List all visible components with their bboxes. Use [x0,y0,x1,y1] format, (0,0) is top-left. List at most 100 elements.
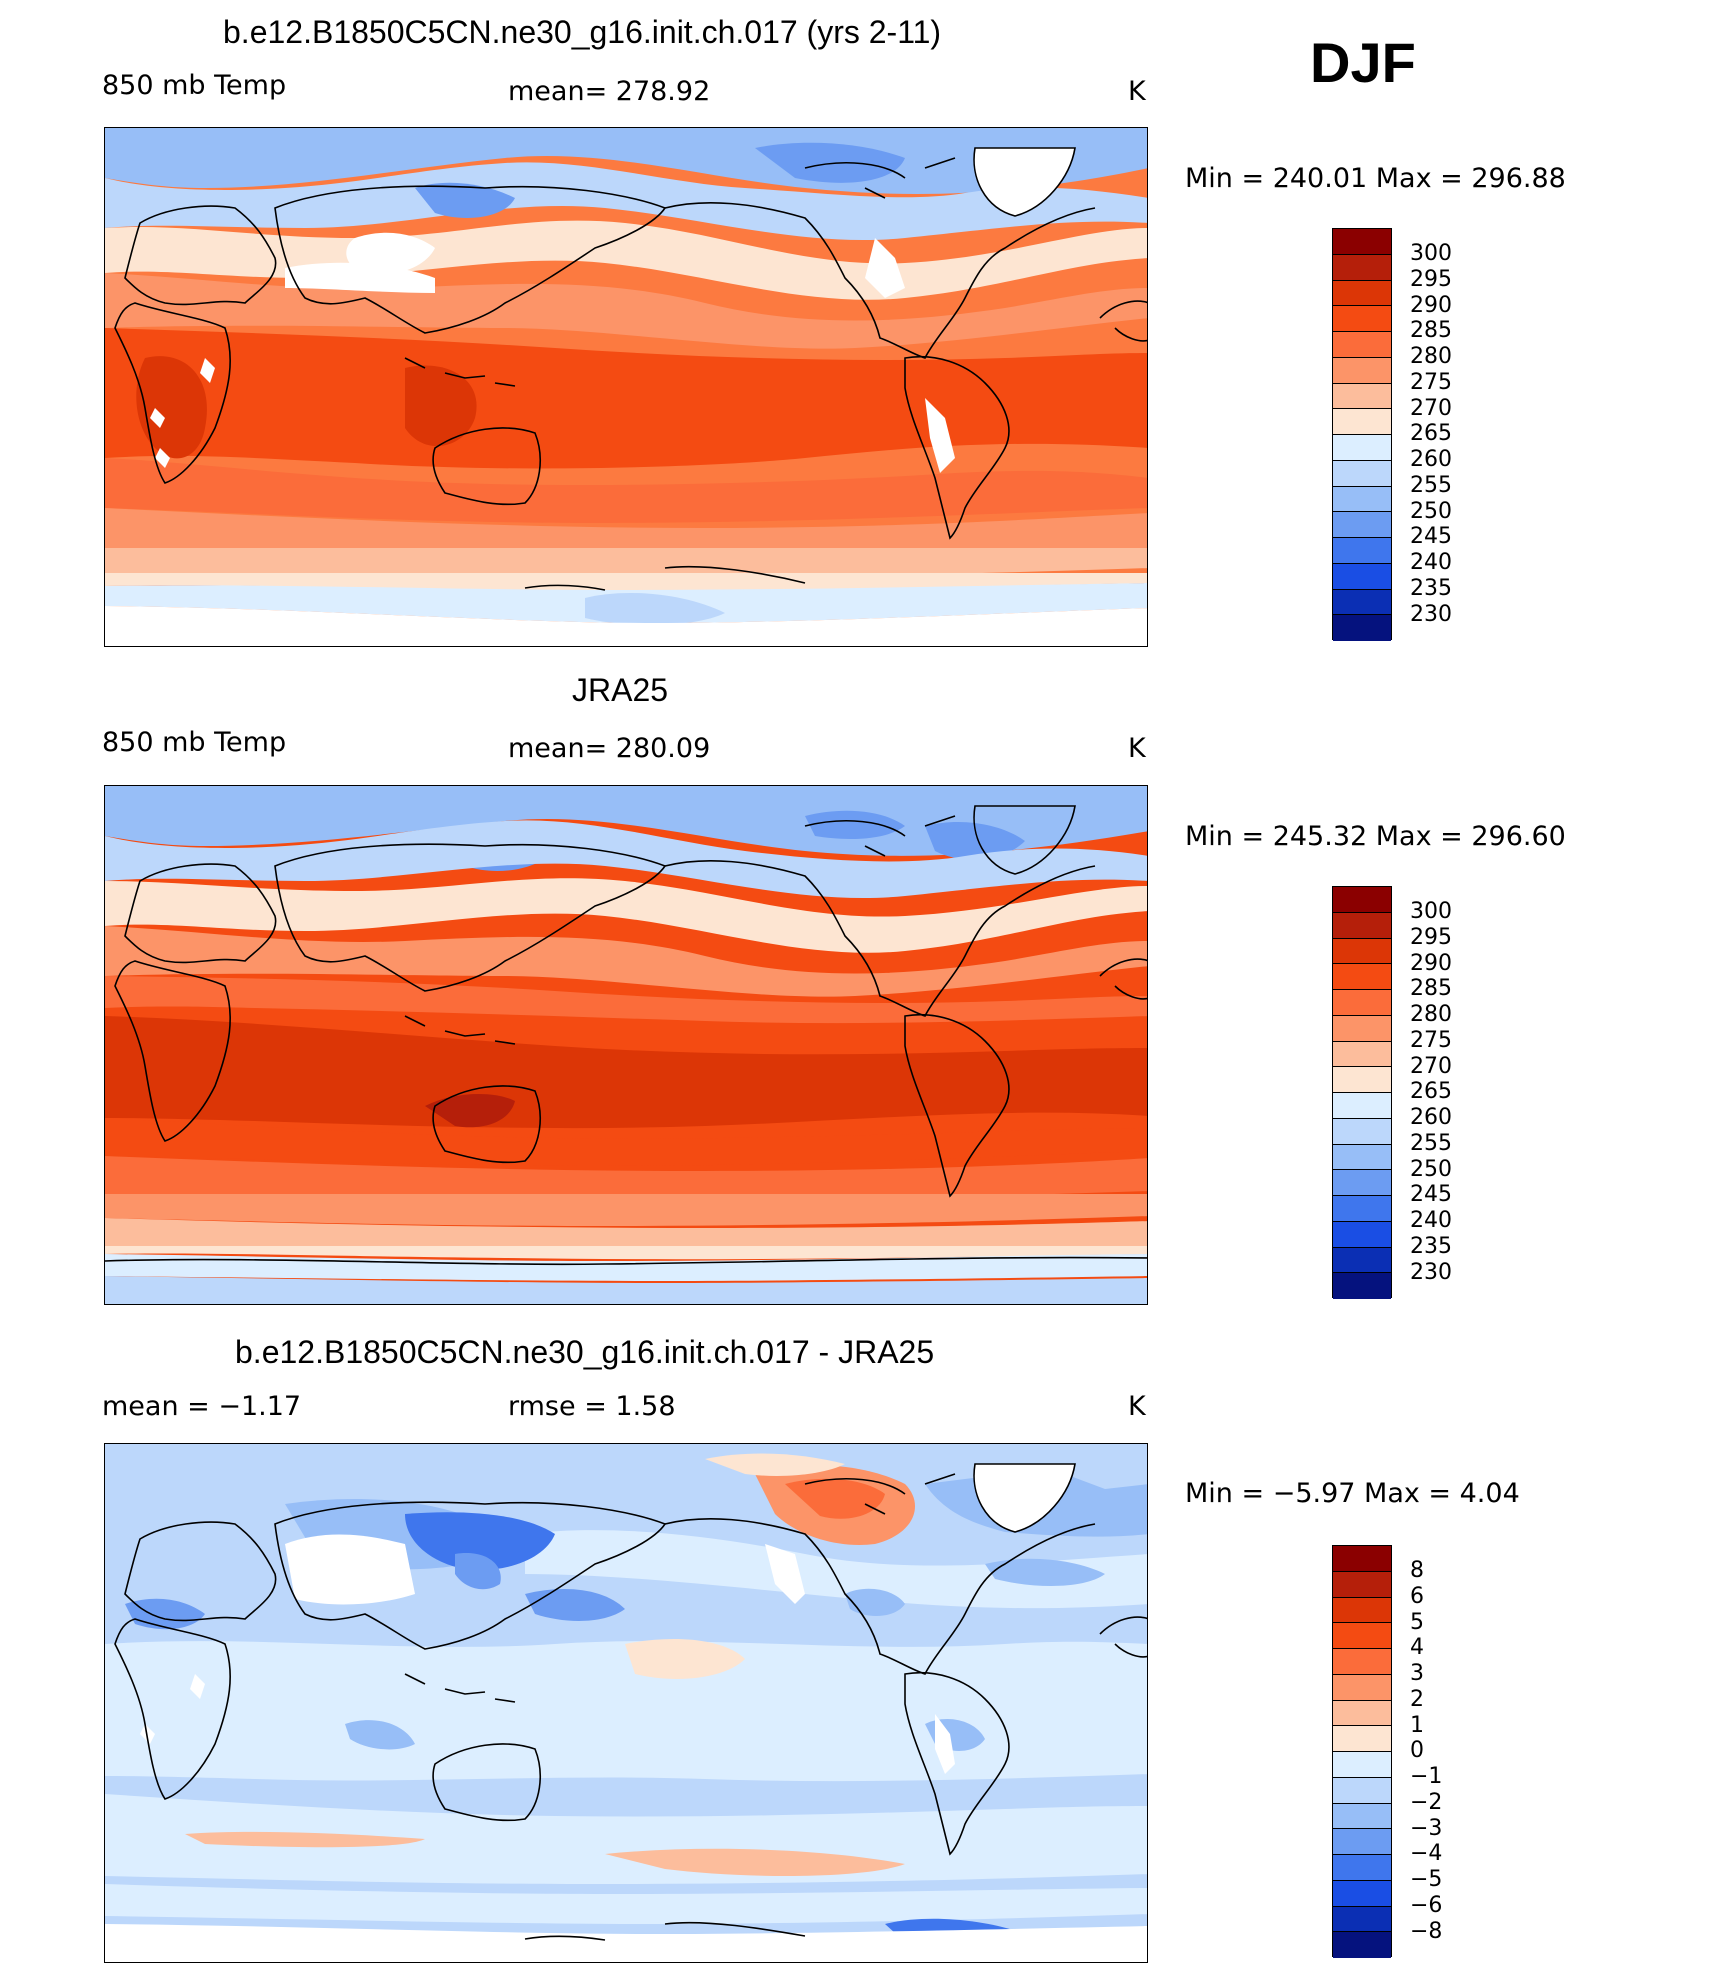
colorbar-tick: 1 [1410,1712,1424,1738]
colorbar-tick: −8 [1410,1918,1443,1944]
colorbar-tick: −3 [1410,1815,1443,1841]
panel-2-temperature-field [105,786,1147,1304]
panel-1-variable-label: 850 mb Temp [102,70,287,101]
panel-3-colorbar-bin [1333,1623,1391,1649]
panel-2-units-label: K [1128,733,1146,764]
colorbar-tick: −1 [1410,1764,1443,1789]
panel-2-colorbar-bin [1333,1041,1391,1068]
panel-1-min-max: Min = 240.01 Max = 296.88 [1185,163,1566,194]
panel-2-colorbar-bin [1333,912,1391,939]
colorbar-tick: −2 [1410,1789,1443,1815]
colorbar-tick: 240 [1410,1208,1452,1233]
colorbar-tick: 285 [1410,318,1452,344]
colorbar-tick: 8 [1410,1558,1424,1583]
panel-2-colorbar-bin [1333,1015,1391,1042]
colorbar-tick: 5 [1410,1609,1424,1635]
panel-2-colorbar-bin [1333,1273,1391,1299]
panel-3-colorbar-bin [1333,1726,1391,1752]
panel-1-colorbar-bin [1333,589,1391,616]
panel-3-colorbar-bin [1333,1674,1391,1701]
colorbar-tick: −4 [1410,1841,1443,1867]
panel-3-colorbar-bin [1333,1546,1391,1572]
panel-3-colorbar-bin [1333,1906,1391,1933]
panel-3-title: b.e12.B1850C5CN.ne30_g16.init.ch.017 - J… [235,1334,935,1370]
panel-1-colorbar-bin [1333,383,1391,410]
colorbar-tick: 0 [1410,1738,1424,1764]
colorbar-tick: 260 [1410,447,1452,472]
colorbar-tick: 275 [1410,1027,1452,1053]
panel-1-colorbar-bin [1333,357,1391,384]
panel-1-mean-label: mean= 278.92 [508,76,711,107]
panel-3-colorbar-bin [1333,1777,1391,1804]
panel-2-colorbar-bin [1333,1196,1391,1222]
panel-1-colorbar-bin [1333,229,1391,255]
panel-2-title: JRA25 [572,672,669,708]
colorbar-tick: 250 [1410,1156,1452,1182]
panel-3-colorbar-bin [1333,1700,1391,1727]
panel-2-colorbar-bin [1333,1170,1391,1196]
panel-3-colorbar-bin [1333,1855,1391,1881]
panel-1-colorbar-bin [1333,512,1391,538]
panel-2-mean-label: mean= 280.09 [508,733,711,764]
colorbar-tick: 235 [1410,1233,1452,1259]
panel-1-colorbar-bin [1333,538,1391,564]
colorbar-tick: 260 [1410,1105,1452,1130]
panel-2-colorbar-bin [1333,1144,1391,1171]
colorbar-tick: 245 [1410,1182,1452,1208]
panel-1-colorbar-bin [1333,486,1391,513]
colorbar-tick: 2 [1410,1686,1424,1712]
colorbar-tick: 290 [1410,950,1452,976]
panel-1-colorbar-bin [1333,254,1391,281]
colorbar-tick: 275 [1410,369,1452,395]
panel-3-colorbar-bin [1333,1803,1391,1830]
panel-3-colorbar-bin [1333,1597,1391,1624]
panel-1-colorbar-bin [1333,615,1391,641]
panel-2-variable-label: 850 mb Temp [102,727,287,758]
panel-2-colorbar-bin [1333,964,1391,990]
panel-3-min-max: Min = −5.97 Max = 4.04 [1185,1478,1520,1509]
panel-1-colorbar-bin [1333,460,1391,487]
colorbar-tick: 240 [1410,550,1452,575]
colorbar-tick: 230 [1410,601,1452,627]
colorbar-tick: 245 [1410,524,1452,550]
panel-1-temperature-field [105,128,1147,646]
colorbar-tick: 6 [1410,1583,1424,1609]
panel-2-min-max: Min = 245.32 Max = 296.60 [1185,821,1566,852]
panel-3-colorbar-bin [1333,1571,1391,1598]
panel-1-units-label: K [1128,76,1146,107]
colorbar-tick: 265 [1410,421,1452,447]
panel-2-colorbar [1332,886,1392,1299]
colorbar-tick: 280 [1410,1002,1452,1027]
colorbar-tick: 3 [1410,1661,1424,1686]
colorbar-tick: −6 [1410,1892,1443,1918]
colorbar-tick: 4 [1410,1635,1424,1661]
panel-1-colorbar-bin [1333,306,1391,332]
panel-1-colorbar-bin [1333,563,1391,590]
panel-3-colorbar-bin [1333,1932,1391,1958]
panel-3-colorbar-bin [1333,1649,1391,1675]
panel-2-colorbar-bin [1333,1221,1391,1248]
panel-3-colorbar-bin [1333,1752,1391,1778]
panel-1-title: b.e12.B1850C5CN.ne30_g16.init.ch.017 (yr… [223,14,942,50]
panel-3-rmse-label: rmse = 1.58 [508,1391,676,1422]
panel-2-colorbar-bin [1333,938,1391,965]
colorbar-tick: 290 [1410,292,1452,318]
panel-1-colorbar [1332,228,1392,641]
panel-2-colorbar-bin [1333,1118,1391,1145]
panel-2-colorbar-bin [1333,887,1391,913]
panel-3-difference-field [105,1444,1147,1962]
panel-3-units-label: K [1128,1391,1146,1422]
panel-2-colorbar-bin [1333,1067,1391,1093]
colorbar-tick: 255 [1410,472,1452,498]
panel-2-colorbar-bin [1333,990,1391,1016]
colorbar-tick: 295 [1410,924,1452,950]
colorbar-tick: 270 [1410,1053,1452,1079]
panel-3-colorbar-bin [1333,1829,1391,1855]
colorbar-tick: 295 [1410,266,1452,292]
colorbar-tick: 300 [1410,241,1452,266]
panel-3-colorbar [1332,1545,1392,1958]
colorbar-tick: 230 [1410,1259,1452,1285]
panel-3-colorbar-bin [1333,1880,1391,1907]
colorbar-tick: 255 [1410,1130,1452,1156]
colorbar-tick: 235 [1410,575,1452,601]
